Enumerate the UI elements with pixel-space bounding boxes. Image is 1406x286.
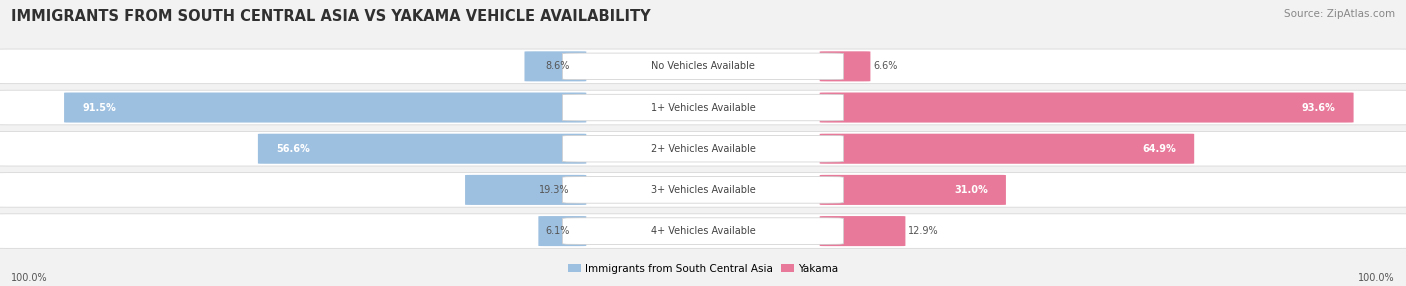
Text: No Vehicles Available: No Vehicles Available [651, 61, 755, 71]
FancyBboxPatch shape [820, 92, 1354, 123]
FancyBboxPatch shape [524, 51, 586, 82]
Text: Source: ZipAtlas.com: Source: ZipAtlas.com [1284, 9, 1395, 19]
FancyBboxPatch shape [820, 51, 870, 82]
Text: 3+ Vehicles Available: 3+ Vehicles Available [651, 185, 755, 195]
Text: 93.6%: 93.6% [1302, 103, 1336, 112]
FancyBboxPatch shape [0, 173, 1406, 207]
Text: IMMIGRANTS FROM SOUTH CENTRAL ASIA VS YAKAMA VEHICLE AVAILABILITY: IMMIGRANTS FROM SOUTH CENTRAL ASIA VS YA… [11, 9, 651, 23]
FancyBboxPatch shape [0, 132, 1406, 166]
Text: 6.6%: 6.6% [873, 61, 897, 71]
FancyBboxPatch shape [465, 175, 586, 205]
FancyBboxPatch shape [538, 216, 586, 246]
Text: 4+ Vehicles Available: 4+ Vehicles Available [651, 226, 755, 236]
FancyBboxPatch shape [0, 90, 1406, 125]
Text: 100.0%: 100.0% [11, 273, 48, 283]
Text: 19.3%: 19.3% [538, 185, 569, 195]
Text: 56.6%: 56.6% [276, 144, 309, 154]
Legend: Immigrants from South Central Asia, Yakama: Immigrants from South Central Asia, Yaka… [564, 260, 842, 278]
FancyBboxPatch shape [0, 49, 1406, 84]
Text: 2+ Vehicles Available: 2+ Vehicles Available [651, 144, 755, 154]
FancyBboxPatch shape [562, 218, 844, 244]
FancyBboxPatch shape [257, 134, 586, 164]
Text: 100.0%: 100.0% [1358, 273, 1395, 283]
Text: 64.9%: 64.9% [1142, 144, 1175, 154]
FancyBboxPatch shape [820, 175, 1005, 205]
FancyBboxPatch shape [820, 134, 1194, 164]
Text: 6.1%: 6.1% [546, 226, 569, 236]
FancyBboxPatch shape [562, 53, 844, 80]
Text: 1+ Vehicles Available: 1+ Vehicles Available [651, 103, 755, 112]
FancyBboxPatch shape [562, 177, 844, 203]
FancyBboxPatch shape [562, 136, 844, 162]
FancyBboxPatch shape [0, 214, 1406, 248]
FancyBboxPatch shape [562, 94, 844, 121]
Text: 12.9%: 12.9% [908, 226, 939, 236]
Text: 8.6%: 8.6% [546, 61, 569, 71]
Text: 91.5%: 91.5% [83, 103, 117, 112]
Text: 31.0%: 31.0% [953, 185, 987, 195]
FancyBboxPatch shape [820, 216, 905, 246]
FancyBboxPatch shape [65, 92, 586, 123]
